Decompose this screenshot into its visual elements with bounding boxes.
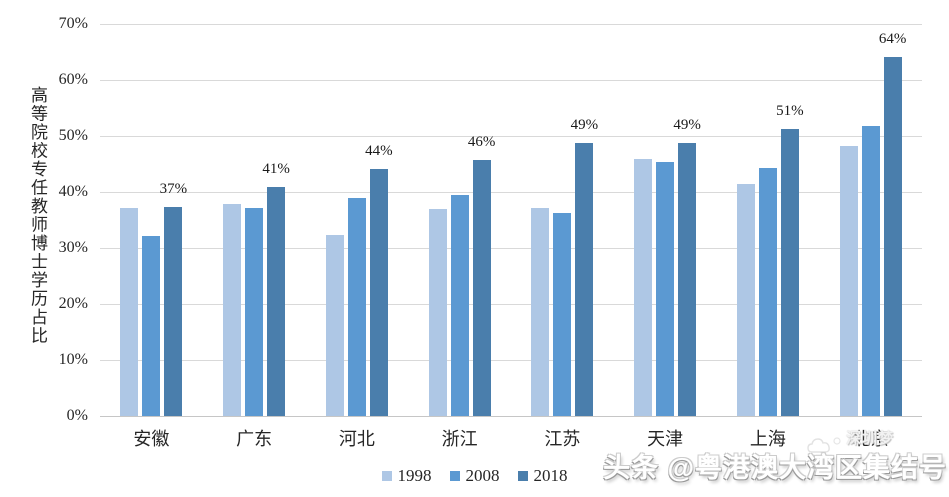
gridline	[100, 248, 922, 249]
y-axis-tick: 50%	[58, 127, 88, 144]
bar-2018	[164, 206, 183, 416]
bar-2018	[678, 142, 697, 416]
y-axis-title: 高等院校专任教师博士学历占比	[28, 86, 47, 345]
x-axis-label: 天津	[647, 429, 684, 449]
legend-label-2008: 2008	[465, 466, 500, 485]
x-axis-label: 上海	[749, 429, 786, 449]
bar-1998	[428, 209, 447, 416]
legend-swatch-1998	[381, 471, 392, 481]
legend-label-2018: 2018	[533, 466, 568, 485]
bar-1998	[839, 146, 858, 416]
bar-2008	[656, 162, 675, 416]
bar-1998	[634, 158, 653, 416]
bar-2018	[780, 129, 799, 416]
y-axis-tick: 70%	[58, 15, 88, 32]
bar-value-label: 46%	[467, 133, 496, 150]
y-axis-tick: 0%	[66, 407, 88, 424]
gridline	[100, 192, 922, 193]
gridline	[100, 136, 922, 137]
bar-1998	[223, 204, 242, 416]
bar-value-label: 44%	[365, 143, 393, 160]
legend-label-1998: 1998	[397, 466, 432, 485]
bar-value-label: 41%	[262, 160, 290, 177]
bar-value-label: 64%	[878, 31, 907, 48]
legend-item-2008: 2008	[449, 466, 500, 486]
bar-value-label: 49%	[673, 116, 701, 133]
bar-2008	[142, 235, 161, 416]
bar-1998	[736, 183, 755, 416]
gridline	[100, 360, 922, 361]
bar-2008	[553, 212, 572, 416]
bar-1998	[531, 207, 550, 416]
bar-2008	[347, 197, 366, 416]
x-axis-label: 河北	[338, 429, 375, 449]
bar-value-label: 37%	[159, 180, 188, 197]
bar-value-label: 49%	[570, 116, 599, 133]
x-axis-line	[100, 416, 922, 417]
bar-2008	[758, 167, 777, 416]
y-axis-tick: 10%	[58, 351, 88, 368]
bar-2008	[450, 195, 469, 416]
legend-swatch-2008	[449, 471, 460, 481]
cloud-logo-icon	[806, 432, 846, 465]
shenzhen-dream-watermark: 深圳梦	[846, 430, 895, 447]
y-axis-tick: 30%	[58, 239, 88, 256]
gridline	[100, 24, 922, 25]
y-axis-tick: 40%	[58, 183, 88, 200]
y-axis-tick: 20%	[58, 295, 88, 312]
toutiao-watermark: 头条 @粤港澳大湾区集结号	[603, 453, 947, 483]
y-axis-tick: 60%	[58, 71, 88, 88]
legend-item-1998: 1998	[381, 466, 432, 486]
x-axis-label: 广东	[236, 429, 273, 449]
x-axis-label: 安徽	[133, 429, 170, 449]
legend-item-2018: 2018	[517, 466, 568, 486]
bar-1998	[325, 234, 344, 416]
x-axis-label: 江苏	[544, 429, 581, 449]
bar-2018	[369, 169, 388, 416]
bar-2008	[245, 208, 264, 416]
gridline	[100, 80, 922, 81]
bar-2018	[883, 57, 902, 416]
bar-2018	[267, 186, 286, 416]
bar-value-label: 51%	[776, 103, 804, 120]
x-axis-label: 浙江	[441, 429, 478, 449]
legend: 1998 2008 2018	[0, 466, 949, 486]
bar-1998	[120, 207, 139, 416]
legend-swatch-2018	[517, 471, 528, 481]
gridline	[100, 304, 922, 305]
x-axis-label: 北京	[852, 429, 889, 449]
bar-2018	[575, 142, 594, 416]
bar-2008	[861, 125, 880, 416]
bar-2018	[472, 159, 491, 416]
